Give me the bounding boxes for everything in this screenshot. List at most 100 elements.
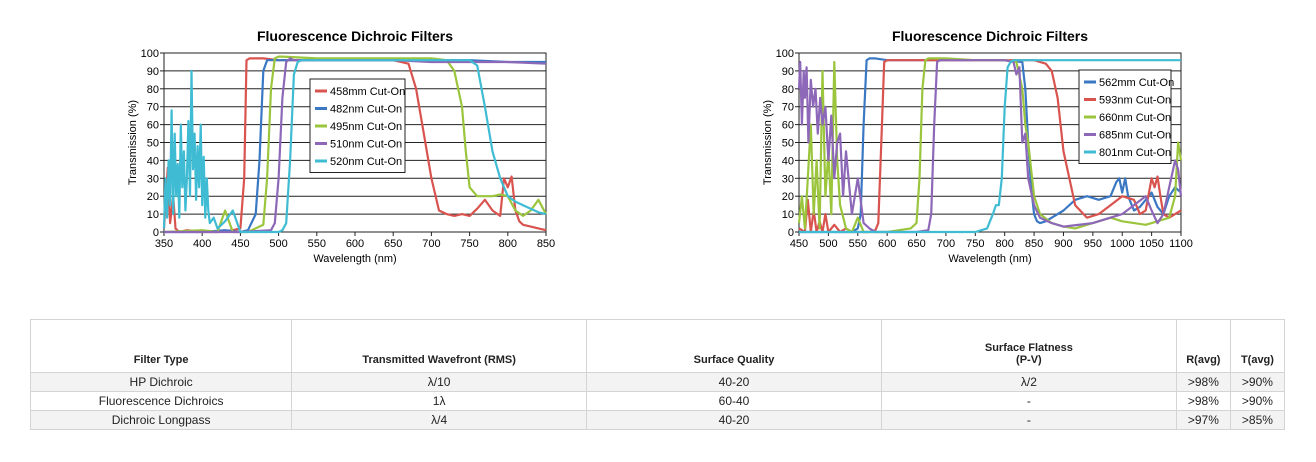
table-header-row: Filter Type Transmitted Wavefront (RMS) … [29, 319, 1286, 373]
y-tick-label: 20 [147, 191, 159, 203]
x-tick-label: 1100 [1169, 238, 1193, 250]
legend-label-5: 801nm Cut-On [1099, 147, 1171, 159]
series-line-4 [164, 57, 547, 234]
x-axis-label: Wavelength (nm) [313, 253, 396, 265]
transmission-chart-left: Fluorescence Dichroic Filters 0 10 20 30 40 50… [127, 28, 555, 265]
cell-wavefront: λ/10 [291, 372, 588, 392]
header-surface-quality: Surface Quality [586, 319, 882, 373]
y-tick-label: 30 [782, 173, 794, 185]
transmission-chart-right: Fluorescence Dichroic Filters 0 10 20 30 40 50… [762, 28, 1193, 265]
y-tick-label: 100 [776, 48, 794, 60]
y-tick-label: 50 [147, 138, 159, 150]
cell-surface-quality: 40-20 [586, 372, 882, 392]
legend-label-3: 660nm Cut-On [1099, 112, 1171, 124]
legend-label-4: 685nm Cut-On [1099, 130, 1171, 142]
header-filter-type: Filter Type [29, 319, 293, 373]
y-tick-label: 0 [153, 227, 159, 239]
cell-surface-flatness: λ/2 [880, 372, 1177, 392]
cell-surface-quality: 40-20 [586, 410, 882, 430]
x-tick-label: 800 [499, 238, 517, 250]
x-tick-label: 900 [1054, 238, 1072, 250]
chart-title: Fluorescence Dichroic Filters [257, 28, 453, 44]
y-tick-label: 30 [147, 173, 159, 185]
y-tick-label: 10 [782, 209, 794, 221]
cell-t-avg: >90% [1229, 391, 1286, 411]
y-tick-label: 20 [782, 191, 794, 203]
filter-spec-table: Filter Type Transmitted Wavefront (RMS) … [29, 319, 1286, 430]
cell-r-avg: >97% [1175, 410, 1231, 430]
chart-title: Fluorescence Dichroic Filters [892, 28, 1088, 44]
y-tick-label: 40 [782, 155, 794, 167]
header-wavefront: Transmitted Wavefront (RMS) [291, 319, 588, 373]
header-surface-flatness: Surface Flatness (P-V) [880, 319, 1177, 373]
legend-label-2: 593nm Cut-On [1099, 95, 1171, 107]
y-tick-label: 90 [782, 66, 794, 78]
y-tick-label: 70 [147, 102, 159, 114]
y-axis-label: Transmission (%) [127, 100, 139, 185]
x-tick-label: 850 [537, 238, 555, 250]
x-tick-label: 650 [907, 238, 925, 250]
x-tick-label: 700 [422, 238, 440, 250]
x-tick-label: 800 [996, 238, 1014, 250]
x-tick-label: 600 [346, 238, 364, 250]
y-tick-label: 100 [141, 48, 159, 60]
cell-surface-flatness: - [880, 410, 1177, 430]
x-tick-label: 700 [937, 238, 955, 250]
series-line-5 [799, 59, 1181, 234]
chart-right: Fluorescence Dichroic Filters 0 10 20 30 40 50… [740, 0, 1200, 280]
x-axis-label: Wavelength (nm) [948, 253, 1031, 265]
x-tick-label: 400 [193, 238, 211, 250]
cell-filter-type: Fluorescence Dichroics [29, 391, 293, 411]
cell-r-avg: >98% [1175, 391, 1231, 411]
x-tick-label: 950 [1084, 238, 1102, 250]
table-row: Dichroic Longpass λ/4 40-20 - >97% >85% [29, 410, 1286, 430]
legend-label-4: 510nm Cut-On [330, 139, 402, 151]
y-tick-label: 50 [782, 138, 794, 150]
series-line-5 [162, 59, 547, 234]
y-tick-label: 0 [788, 227, 794, 239]
x-tick-label: 750 [460, 238, 478, 250]
legend-label-1: 458mm Cut-On [330, 86, 405, 98]
header-surface-flatness-line1: Surface Flatness [984, 342, 1073, 354]
x-tick-label: 1000 [1110, 238, 1134, 250]
cell-wavefront: λ/4 [291, 410, 588, 430]
y-tick-label: 60 [782, 120, 794, 132]
x-tick-label: 550 [308, 238, 326, 250]
cell-filter-type: Dichroic Longpass [29, 410, 293, 430]
y-tick-label: 40 [147, 155, 159, 167]
x-tick-label: 650 [384, 238, 402, 250]
table-row: HP Dichroic λ/10 40-20 λ/2 >98% >90% [29, 372, 1286, 392]
x-tick-label: 750 [966, 238, 984, 250]
cell-filter-type: HP Dichroic [29, 372, 293, 392]
y-tick-label: 80 [782, 84, 794, 96]
legend-label-1: 562mm Cut-On [1099, 77, 1174, 89]
legend-label-2: 482nm Cut-On [330, 104, 402, 116]
header-t-avg: T(avg) [1229, 319, 1286, 373]
y-tick-label: 90 [147, 66, 159, 78]
chart-left: Fluorescence Dichroic Filters 0 10 20 30 40 50… [110, 0, 570, 280]
legend-label-3: 495nm Cut-On [330, 121, 402, 133]
x-tick-label: 450 [790, 238, 808, 250]
cell-t-avg: >90% [1229, 372, 1286, 392]
y-tick-label: 10 [147, 209, 159, 221]
header-surface-flatness-line2: (P-V) [1016, 354, 1042, 366]
x-tick-label: 1050 [1139, 238, 1163, 250]
y-tick-label: 70 [782, 102, 794, 114]
cell-wavefront: 1λ [291, 391, 588, 411]
cell-surface-flatness: - [880, 391, 1177, 411]
y-tick-label: 60 [147, 120, 159, 132]
x-tick-label: 450 [231, 238, 249, 250]
cell-t-avg: >85% [1229, 410, 1286, 430]
cell-surface-quality: 60-40 [586, 391, 882, 411]
x-tick-label: 350 [155, 238, 173, 250]
x-tick-label: 600 [878, 238, 896, 250]
cell-r-avg: >98% [1175, 372, 1231, 392]
y-tick-label: 80 [147, 84, 159, 96]
x-tick-label: 850 [1025, 238, 1043, 250]
x-tick-label: 500 [269, 238, 287, 250]
table-row: Fluorescence Dichroics 1λ 60-40 - >98% >… [29, 391, 1286, 411]
x-tick-label: 500 [819, 238, 837, 250]
x-tick-label: 550 [849, 238, 867, 250]
legend-label-5: 520nm Cut-On [330, 156, 402, 168]
y-axis-label: Transmission (%) [762, 100, 774, 185]
